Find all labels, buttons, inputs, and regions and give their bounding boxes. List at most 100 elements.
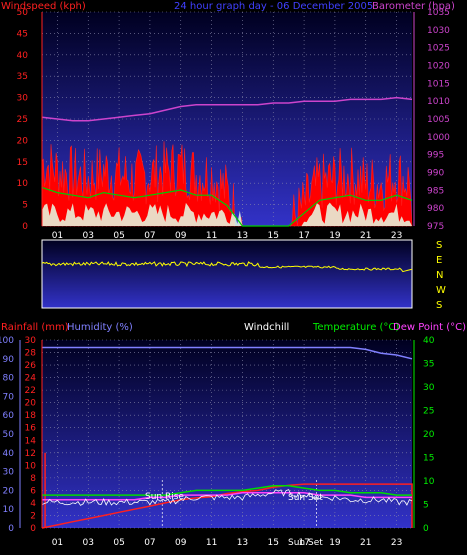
windchill-line	[41, 489, 413, 506]
temperature-line	[42, 484, 412, 496]
time-tick-label: 11	[206, 231, 217, 241]
rainfall-axis-label: Rainfall (mm)	[1, 322, 69, 333]
windspeed-tick-label: 50	[17, 8, 29, 18]
windspeed-tick-label: 5	[22, 201, 28, 211]
time-tick-label: 17	[298, 538, 309, 548]
time-tick-label: 09	[175, 231, 187, 241]
direction-plot-area	[41, 239, 413, 309]
time-tick-label: 13	[237, 538, 248, 548]
humidity-tick-label: 0	[8, 524, 14, 534]
windspeed-area	[41, 141, 413, 227]
rainfall-tick-label: 16	[25, 424, 37, 434]
temperature-tick-label: 30	[423, 383, 435, 393]
barometer-tick-label: 995	[427, 151, 444, 161]
wind-direction-line	[41, 261, 413, 273]
humidity-axis-label: Humidity (%)	[67, 322, 133, 333]
humidity-line	[42, 346, 413, 360]
average-wind-line	[41, 186, 413, 227]
direction-label: S	[436, 300, 442, 311]
top-chart-title: 24 hour graph day - 06 December 2005	[174, 1, 373, 12]
temperature-tick-label: 25	[423, 407, 434, 417]
dewpoint-axis-label: Dew Point (°C)	[393, 322, 466, 333]
barometer-tick-label: 1020	[427, 62, 450, 72]
windspeed-tick-label: 0	[22, 222, 28, 232]
time-tick-label: 09	[175, 538, 187, 548]
time-tick-label: 11	[206, 538, 217, 548]
barometer-tick-label: 1035	[427, 8, 450, 18]
temperature-tick-label: 5	[423, 501, 429, 511]
humidity-tick-label: 30	[3, 468, 15, 478]
rainfall-tick-label: 8	[30, 474, 36, 484]
rainfall-tick-label: 28	[25, 349, 37, 359]
windspeed-tick-label: 20	[17, 136, 29, 146]
time-tick-label: 07	[144, 538, 155, 548]
time-tick-label: 15	[268, 231, 279, 241]
barometer-tick-label: 1015	[427, 79, 450, 89]
time-tick-label: 03	[83, 231, 94, 241]
barometer-tick-label: 980	[427, 204, 444, 214]
windchill-label: Windchill	[244, 322, 289, 333]
temperature-tick-label: 15	[423, 454, 434, 464]
sunrise-label: Sun Rise	[145, 492, 184, 502]
rainfall-tick-label: 2	[30, 511, 36, 521]
rainfall-tick-label: 0	[30, 524, 36, 534]
direction-label: S	[436, 240, 442, 251]
barometer-tick-label: 1005	[427, 115, 450, 125]
temperature-tick-label: 40	[423, 336, 435, 346]
time-tick-label: 17	[298, 231, 309, 241]
temperature-tick-label: 35	[423, 360, 434, 370]
humidity-tick-label: 20	[3, 486, 15, 496]
rainfall-tick-label: 18	[25, 411, 37, 421]
windspeed-axis-label: Windspeed (kph)	[1, 1, 86, 12]
rainfall-tick-label: 14	[25, 436, 37, 446]
direction-label: N	[436, 270, 443, 281]
humidity-tick-label: 40	[3, 449, 15, 459]
windspeed-tick-label: 35	[17, 72, 28, 82]
barometer-tick-label: 1025	[427, 44, 450, 54]
barometer-tick-label: 990	[427, 169, 444, 179]
time-tick-label: 01	[52, 538, 63, 548]
barometer-tick-label: 985	[427, 186, 444, 196]
windspeed-tick-label: 40	[17, 51, 29, 61]
rainfall-tick-label: 6	[30, 486, 36, 496]
barometer-line	[41, 96, 413, 122]
calm-area	[42, 202, 412, 226]
rainfall-tick-label: 30	[25, 336, 37, 346]
humidity-tick-label: 100	[0, 336, 14, 346]
time-tick-label: 19	[329, 231, 341, 241]
barometer-tick-label: 1000	[427, 133, 450, 143]
temperature-tick-label: 0	[423, 524, 429, 534]
rainfall-tick-label: 22	[25, 386, 36, 396]
time-tick-label: 13	[237, 231, 248, 241]
time-tick-label: 21	[360, 231, 371, 241]
humidity-tick-label: 50	[3, 430, 15, 440]
rainfall-tick-label: 26	[25, 361, 37, 371]
rainfall-tick-label: 4	[30, 499, 36, 509]
windspeed-tick-label: 45	[17, 29, 28, 39]
humidity-tick-label: 80	[3, 374, 15, 384]
time-tick-label: 03	[83, 538, 94, 548]
windspeed-tick-label: 15	[17, 158, 28, 168]
windspeed-series	[41, 141, 413, 227]
humidity-tick-label: 90	[3, 355, 15, 365]
rainfall-line	[41, 483, 413, 529]
humidity-tick-label: 70	[3, 392, 15, 402]
windspeed-tick-label: 25	[17, 115, 28, 125]
time-tick-label: 19	[329, 538, 341, 548]
rainfall-tick-label: 10	[25, 461, 37, 471]
direction-label: W	[436, 285, 446, 296]
humidity-tick-label: 10	[3, 505, 15, 515]
barometer-tick-label: 1010	[427, 97, 450, 107]
direction-label: E	[436, 255, 442, 266]
time-tick-label: 23	[391, 538, 402, 548]
barometer-tick-label: 975	[427, 222, 444, 232]
rainfall-tick-label: 12	[25, 449, 36, 459]
temperature-tick-label: 20	[423, 430, 435, 440]
time-tick-label: 07	[144, 231, 155, 241]
humidity-tick-label: 60	[3, 411, 15, 421]
windspeed-tick-label: 10	[17, 179, 29, 189]
windspeed-tick-label: 30	[17, 94, 29, 104]
sunset-label: Sun Set	[288, 493, 323, 503]
barometer-tick-label: 1030	[427, 26, 450, 36]
